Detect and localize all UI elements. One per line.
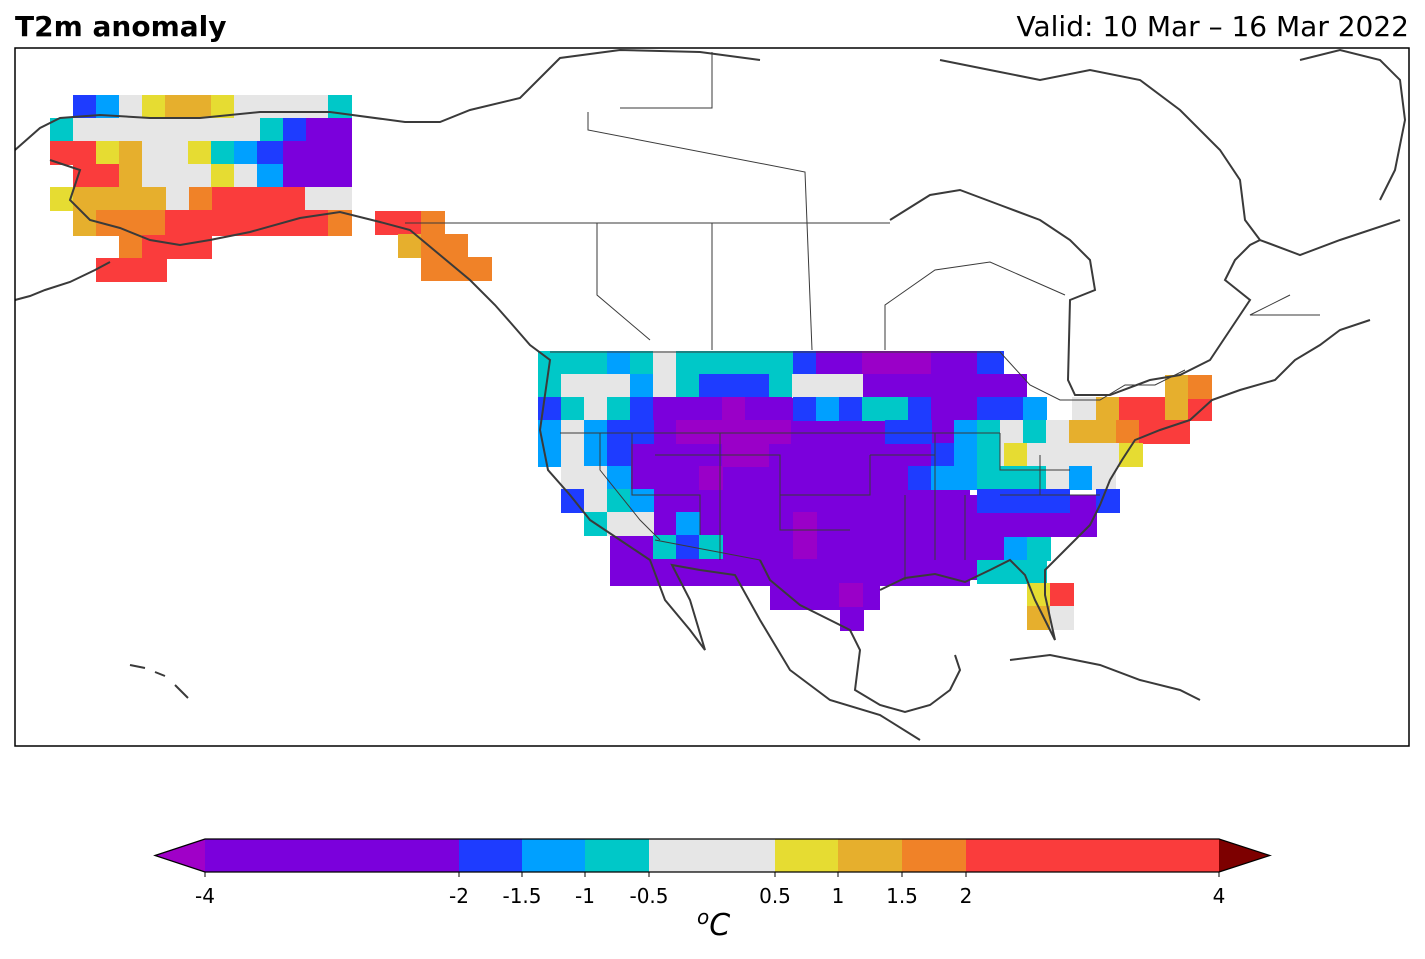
colorbar-tick-label: -4 xyxy=(195,884,215,908)
coastlines xyxy=(14,48,1407,741)
colorbar-bin-8 xyxy=(966,839,1219,872)
colorbar-tick-label: 0.5 xyxy=(759,884,791,908)
anomaly-grid xyxy=(50,95,1212,631)
colorbar-over-arrow xyxy=(1219,839,1270,872)
colorbar-bin-2 xyxy=(522,839,585,872)
map-frame xyxy=(14,47,1410,747)
colorbar-bin-4 xyxy=(649,839,775,872)
colorbar-bin-5 xyxy=(775,839,838,872)
colorbar-bin-0 xyxy=(205,839,459,872)
valid-period: Valid: 10 Mar – 16 Mar 2022 xyxy=(1016,10,1409,43)
colorbar-tick-label: -2 xyxy=(449,884,469,908)
colorbar-bin-1 xyxy=(459,839,522,872)
colorbar-tick-label: -1.5 xyxy=(502,884,542,908)
political-borders xyxy=(405,52,1320,580)
colorbar-bin-6 xyxy=(838,839,902,872)
colorbar-tick-label: -1 xyxy=(575,884,595,908)
colorbar-bin-3 xyxy=(585,839,649,872)
colorbar-tick-label: -0.5 xyxy=(629,884,669,908)
colorbar-tick-label: 1 xyxy=(831,884,845,908)
colorbar-tick-label: 4 xyxy=(1212,884,1226,908)
colorbar-unit: oC xyxy=(697,905,731,943)
colorbar-bin-7 xyxy=(902,839,966,872)
map-title: T2m anomaly xyxy=(15,10,227,43)
colorbar-tick-label: 1.5 xyxy=(886,884,918,908)
colorbar-under-arrow xyxy=(155,839,205,872)
colorbar-tick-label: 2 xyxy=(959,884,973,908)
colorbar xyxy=(153,838,1272,877)
